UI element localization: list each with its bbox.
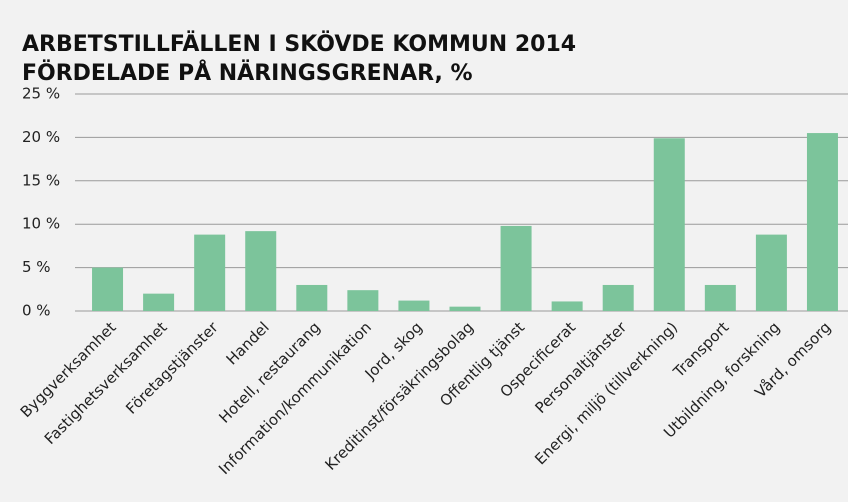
y-tick-label: 25 % [22, 85, 60, 103]
bar [92, 267, 124, 311]
bar [398, 300, 430, 311]
y-tick-label: 5 % [22, 258, 51, 276]
chart-title: FÖRDELADE PÅ NÄRINGSGRENAR, % [22, 60, 473, 86]
y-tick-label: 20 % [22, 128, 60, 146]
bar [194, 234, 226, 311]
bar [449, 306, 481, 311]
bar [551, 301, 583, 311]
bar [755, 234, 787, 311]
bar [245, 231, 277, 311]
bar [143, 293, 175, 311]
chart-title: ARBETSTILLFÄLLEN I SKÖVDE KOMMUN 2014 [22, 31, 576, 57]
bar [806, 133, 838, 311]
y-tick-label: 10 % [22, 215, 60, 233]
bar [704, 284, 736, 311]
bar [500, 225, 532, 311]
bar [653, 138, 685, 311]
y-tick-label: 15 % [22, 171, 60, 189]
bar [602, 284, 634, 311]
bar [347, 290, 379, 311]
bar [296, 284, 328, 311]
y-tick-label: 0 % [22, 302, 51, 320]
